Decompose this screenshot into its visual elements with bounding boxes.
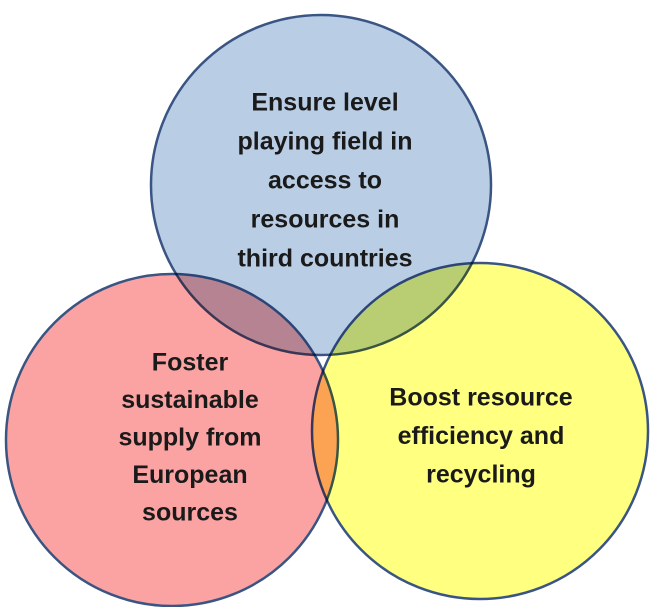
node-label: supply from <box>118 424 261 452</box>
node-label: Foster <box>152 349 229 377</box>
node-label: sustainable <box>121 386 259 414</box>
node-label: access to <box>268 167 382 195</box>
node-label: Ensure level <box>251 89 398 117</box>
node-label: playing field in <box>237 128 412 156</box>
circle-right <box>310 261 650 601</box>
circle-top <box>149 13 493 357</box>
node-label: recycling <box>426 461 536 489</box>
circles <box>4 13 650 607</box>
node-label: European <box>132 461 247 489</box>
node-label: sources <box>142 499 238 527</box>
node-label: efficiency and <box>398 422 565 450</box>
labels: Ensure level playing field in access to res… <box>118 89 572 527</box>
node-label: resources in <box>251 206 400 234</box>
node-label: Boost resource <box>389 384 572 412</box>
node-label: third countries <box>237 245 412 273</box>
